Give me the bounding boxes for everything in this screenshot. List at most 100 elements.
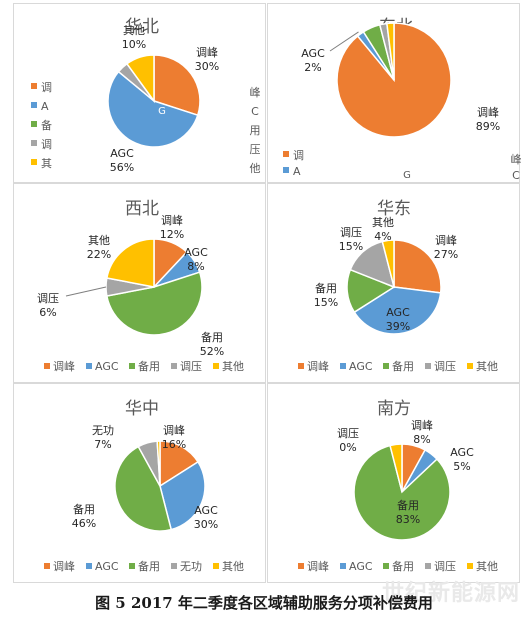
pie-panel-4: 华东 调峰 27% AGC 39% 备用 15% 调压 15% 其他 4% 调峰 AGC 备用 调压 其他 [267,183,520,383]
legend-label: 调压 [434,560,456,573]
legend-label: AGC [349,560,373,573]
data-label-其他: 其他 4% [372,216,394,243]
legend-label: 调压 [434,360,456,373]
data-label-AGC: AGC 8% [184,246,208,273]
legend-swatch [86,563,92,569]
pie-slice-AGC [107,70,199,148]
figure-caption: 图 5 2017 年二季度各区域辅助服务分项补偿费用 [95,594,433,612]
legend-swatch [383,563,389,569]
legend-swatch [383,363,389,369]
legend-swatch [31,140,37,146]
data-label-调峰: 调峰 89% [476,106,500,133]
pie-slice-其他 [386,22,395,81]
pie-slice-AGC [159,460,206,531]
legend-label: 调峰 [53,560,75,573]
legend-label: 调 [41,81,52,94]
clipped-legend-label: 峰 [511,153,522,166]
pie-slice-备用 [114,445,173,532]
data-label-调峰: 调峰 27% [434,234,458,261]
data-label-AGC: AGC 39% [386,306,410,333]
legend-label: 其 [41,157,52,170]
legend-label: 调峰 [53,360,75,373]
legend-swatch [283,167,289,173]
legend-label: 备 [41,118,52,132]
pie-slice-其他 [389,443,403,493]
legend-swatch [425,363,431,369]
legend-label: 无功 [180,560,202,573]
legend-swatch [425,563,431,569]
legend-label: 调 [293,149,304,162]
legend-swatch [44,363,50,369]
leader-line [329,31,359,52]
pie-slice-调峰 [153,54,201,117]
legend-label: A [41,100,49,113]
clipped-legend-label: C [251,105,259,118]
data-label-调峰: 调峰 16% [162,424,186,451]
legend-label: 备用 [392,359,414,373]
legend-swatch [213,563,219,569]
clipped-legend-label: 他 [250,162,261,175]
pie-slice-备用 [353,444,451,541]
data-label-调压: 调压 0% [337,427,359,454]
chart-title: 南方 [377,399,411,419]
watermark-text: 世纪新能源网 [381,581,520,606]
data-label-调压: 调压 15% [339,226,363,253]
legend-swatch [298,363,304,369]
legend-label: 调峰 [307,560,329,573]
pie-panel-6: 南方 调峰 8% AGC 5% 备用 83% 调压 0% 调峰 AGC 备用 调压 其他 [267,383,520,583]
legend-label: 备用 [138,359,160,373]
data-label-AGC: AGC 2% [301,47,325,74]
legend-swatch [31,83,37,89]
legend-label: 其他 [222,360,244,373]
chart-title: 华中 [125,399,159,419]
data-label-调峰: 调峰 30% [195,46,219,73]
legend-swatch [171,563,177,569]
data-label-备用: 备用 52% [200,330,224,358]
data-label-备用: 备用 15% [314,281,338,309]
legend-swatch [298,563,304,569]
clipped-legend-label: C [512,169,520,182]
legend-swatch [467,363,473,369]
pie-slice-其他 [105,238,155,288]
pie-panel-3: 西北 调峰 12% AGC 8% 备用 52% 调压 6% 其他 22% 调峰 AGC 备用 调压 其他 [13,183,266,383]
data-label-调压: 调压 6% [37,292,59,319]
legend-label: 调压 [180,360,202,373]
pie-slice-其他 [125,54,155,104]
pie-panel-5: 华中 调峰 16% AGC 30% 备用 46% 无功 7% 调峰 AGC 备用 无功 其他 [13,383,266,583]
legend-swatch [340,563,346,569]
stray-text: G [158,106,166,117]
data-label-其他: 其他 10% [122,24,146,51]
legend-label: AGC [349,360,373,373]
data-label-AGC: AGC 30% [194,504,218,531]
legend-swatch [340,363,346,369]
data-label-备用: 备用 83% [396,498,420,526]
data-label-调峰: 调峰 8% [411,419,433,446]
pie-slice-调峰 [393,239,442,294]
legend-label: 调 [41,138,52,151]
legend-swatch [86,363,92,369]
data-label-AGC: AGC 56% [110,147,134,174]
pie-slice-调峰 [336,22,452,138]
legend-swatch [31,102,37,108]
legend-swatch [31,159,37,165]
legend-swatch [31,121,37,127]
legend-swatch [283,151,289,157]
chart-title: 华东 [377,199,411,219]
legend-label: 调峰 [307,360,329,373]
legend-swatch [129,563,135,569]
legend-label: 其他 [222,560,244,573]
legend-label: 备用 [138,559,160,573]
leader-line [65,286,107,297]
data-label-AGC: AGC 5% [450,446,474,473]
pie-slice-其他 [381,239,395,288]
chart-title: 华北 [125,17,159,37]
legend-swatch [129,363,135,369]
data-label-其他: 其他 22% [87,234,111,261]
